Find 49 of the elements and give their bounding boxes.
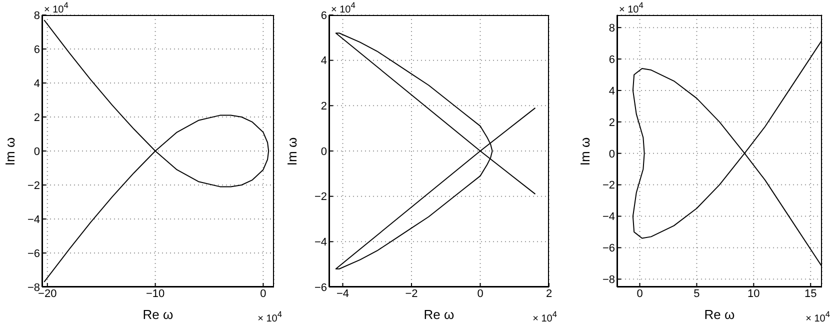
- y-tick-label: 0: [608, 148, 615, 160]
- y-tick-label: −2: [27, 180, 40, 192]
- x-axis-title: Re ω: [142, 307, 174, 322]
- text: × 10$^{4}$: [532, 309, 557, 324]
- x-tick-label: 15: [804, 288, 817, 300]
- x-tick-label: 2: [546, 288, 552, 300]
- annotation: × 10$^{4}$: [44, 0, 68, 16]
- x-tick-label: 0: [260, 288, 266, 300]
- y-tick-label: 4: [608, 85, 615, 98]
- y-tick-label: 8: [34, 10, 40, 22]
- y-tick-label: −4: [314, 236, 327, 249]
- x-tick-label: −4: [336, 288, 350, 300]
- y-tick-label: −4: [602, 211, 615, 224]
- y-tick-label: −8: [602, 274, 615, 286]
- line-series: [335, 32, 536, 270]
- x-tick-label: −20: [38, 288, 57, 300]
- y-tick-label: 8: [608, 22, 615, 34]
- y-axis-title: Im ω: [284, 136, 300, 166]
- x-tick-label: 5: [694, 288, 700, 300]
- y-tick-label: −6: [27, 248, 40, 260]
- y-tick-label: −6: [602, 242, 615, 255]
- x-tick-label: −10: [146, 288, 165, 300]
- x-tick-label: 0: [477, 288, 484, 300]
- y-tick-label: 4: [34, 78, 40, 90]
- y-tick-label: 2: [34, 112, 40, 124]
- y-tick-label: 0: [34, 146, 40, 158]
- x-tick-label: 10: [748, 288, 760, 300]
- y-tick-label: −2: [314, 191, 327, 204]
- x-axis-title: Re ω: [424, 307, 454, 322]
- y-axis-title: Im ω: [578, 136, 593, 166]
- y-tick-label: −8: [27, 282, 40, 294]
- annotation: × 10$^{4}$: [331, 0, 356, 16]
- x-axis-title: Re ω: [704, 307, 735, 322]
- text: × 10$^{4}$: [258, 309, 282, 324]
- x-tick-label: 0: [636, 288, 643, 300]
- y-tick-label: 6: [320, 10, 327, 22]
- y-axis-title: Im ω: [2, 136, 18, 166]
- x-tick-label: −2: [405, 288, 418, 300]
- y-tick-label: −4: [27, 214, 40, 226]
- y-tick-label: 6: [608, 54, 615, 66]
- y-tick-label: 2: [608, 116, 615, 129]
- annotation: × 10$^{4}$: [619, 0, 644, 16]
- y-tick-label: −6: [314, 282, 327, 294]
- y-tick-label: 2: [320, 100, 327, 113]
- y-tick-label: −2: [602, 180, 615, 192]
- text: × 10$^{4}$: [806, 309, 830, 324]
- y-tick-label: 0: [320, 146, 327, 158]
- y-tick-label: 6: [34, 44, 40, 56]
- y-tick-label: 4: [320, 55, 327, 68]
